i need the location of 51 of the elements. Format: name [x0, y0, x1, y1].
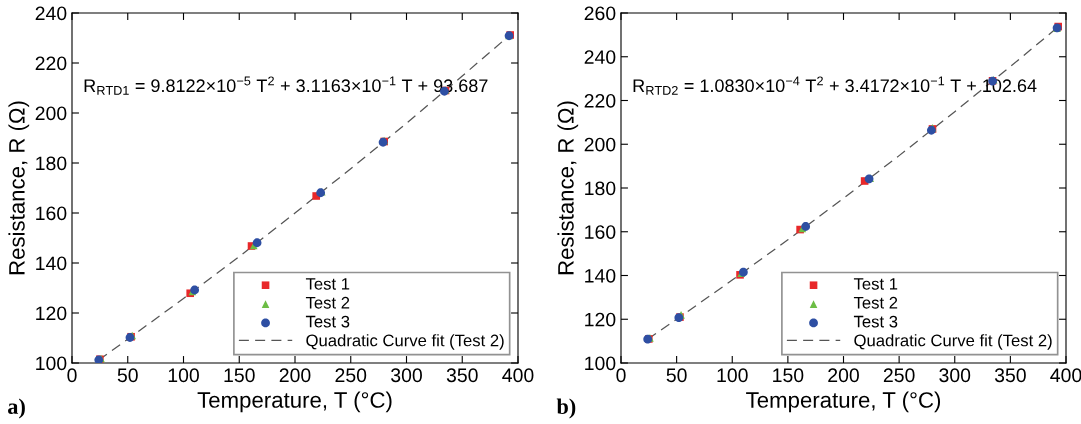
x-axis-title: Temperature, T (°C)	[746, 391, 941, 413]
x-tick-label: 150	[773, 368, 804, 383]
x-tick-label: 100	[168, 368, 199, 383]
text: b)	[556, 398, 576, 419]
y-tick-label: 180	[585, 181, 616, 196]
y-tick-label: 120	[36, 306, 67, 321]
x-tick-label: 200	[279, 368, 311, 383]
x-tick-label: 0	[616, 368, 626, 383]
legend-label: Quadratic Curve fit (Test 2)	[854, 334, 1052, 350]
y-tick-label: 160	[585, 225, 616, 239]
y-tick-label: 100	[585, 356, 616, 371]
x-axis-title: Temperature, T (°C)	[197, 391, 392, 413]
text: R$_{RTD2}$ = 1.0830×10$^{−4}$ T$^{2}$ + 3.4172×10$^{−1}$ T + 102.64	[633, 76, 1037, 95]
legend-label: Test 1	[853, 278, 898, 290]
x-tick-label: 0	[67, 368, 77, 383]
legend-label: Test 3	[853, 315, 898, 328]
y-tick-label: 140	[36, 256, 67, 271]
legend-label: Test 1	[305, 278, 350, 290]
y-tick-label: 180	[36, 156, 67, 171]
x-tick-label: 400	[502, 368, 534, 383]
text: R$_{RTD1}$ = 9.8122×10$^{−5}$ T$^{2}$ + 3.1163×10$^{−1}$ T + 93.687	[84, 76, 488, 95]
legend-label: Quadratic Curve fit (Test 2)	[306, 334, 504, 350]
y-tick-label: 100	[36, 356, 67, 371]
y-tick-label: 140	[585, 268, 616, 283]
y-tick-label: 240	[35, 6, 67, 21]
y-tick-label: 200	[584, 137, 616, 152]
y-tick-label: 120	[585, 312, 616, 327]
x-tick-label: 50	[117, 368, 138, 383]
x-tick-label: 250	[335, 368, 367, 383]
x-tick-label: 50	[666, 368, 687, 383]
x-tick-label: 250	[883, 368, 915, 383]
x-tick-label: 350	[446, 368, 478, 383]
y-tick-label: 220	[35, 56, 67, 71]
x-tick-label: 300	[391, 368, 422, 383]
y-tick-label: 160	[36, 206, 67, 221]
y-axis-title: Resistance, R (Ω)	[557, 101, 579, 275]
legend-label: Test 2	[305, 296, 350, 309]
x-tick-label: 150	[224, 368, 255, 383]
y-tick-label: 240	[584, 50, 616, 64]
x-tick-label: 350	[994, 368, 1026, 383]
legend-label: Test 3	[305, 315, 350, 328]
y-tick-label: 260	[584, 6, 616, 21]
y-tick-label: 200	[35, 106, 67, 121]
text: a)	[8, 398, 25, 419]
y-axis-title: Resistance, R (Ω)	[8, 101, 30, 275]
x-tick-label: 400	[1050, 368, 1081, 383]
x-tick-label: 300	[939, 368, 971, 383]
legend-label: Test 2	[853, 296, 898, 309]
x-tick-label: 200	[828, 368, 859, 383]
x-tick-label: 100	[717, 368, 748, 383]
y-tick-label: 220	[584, 93, 616, 108]
